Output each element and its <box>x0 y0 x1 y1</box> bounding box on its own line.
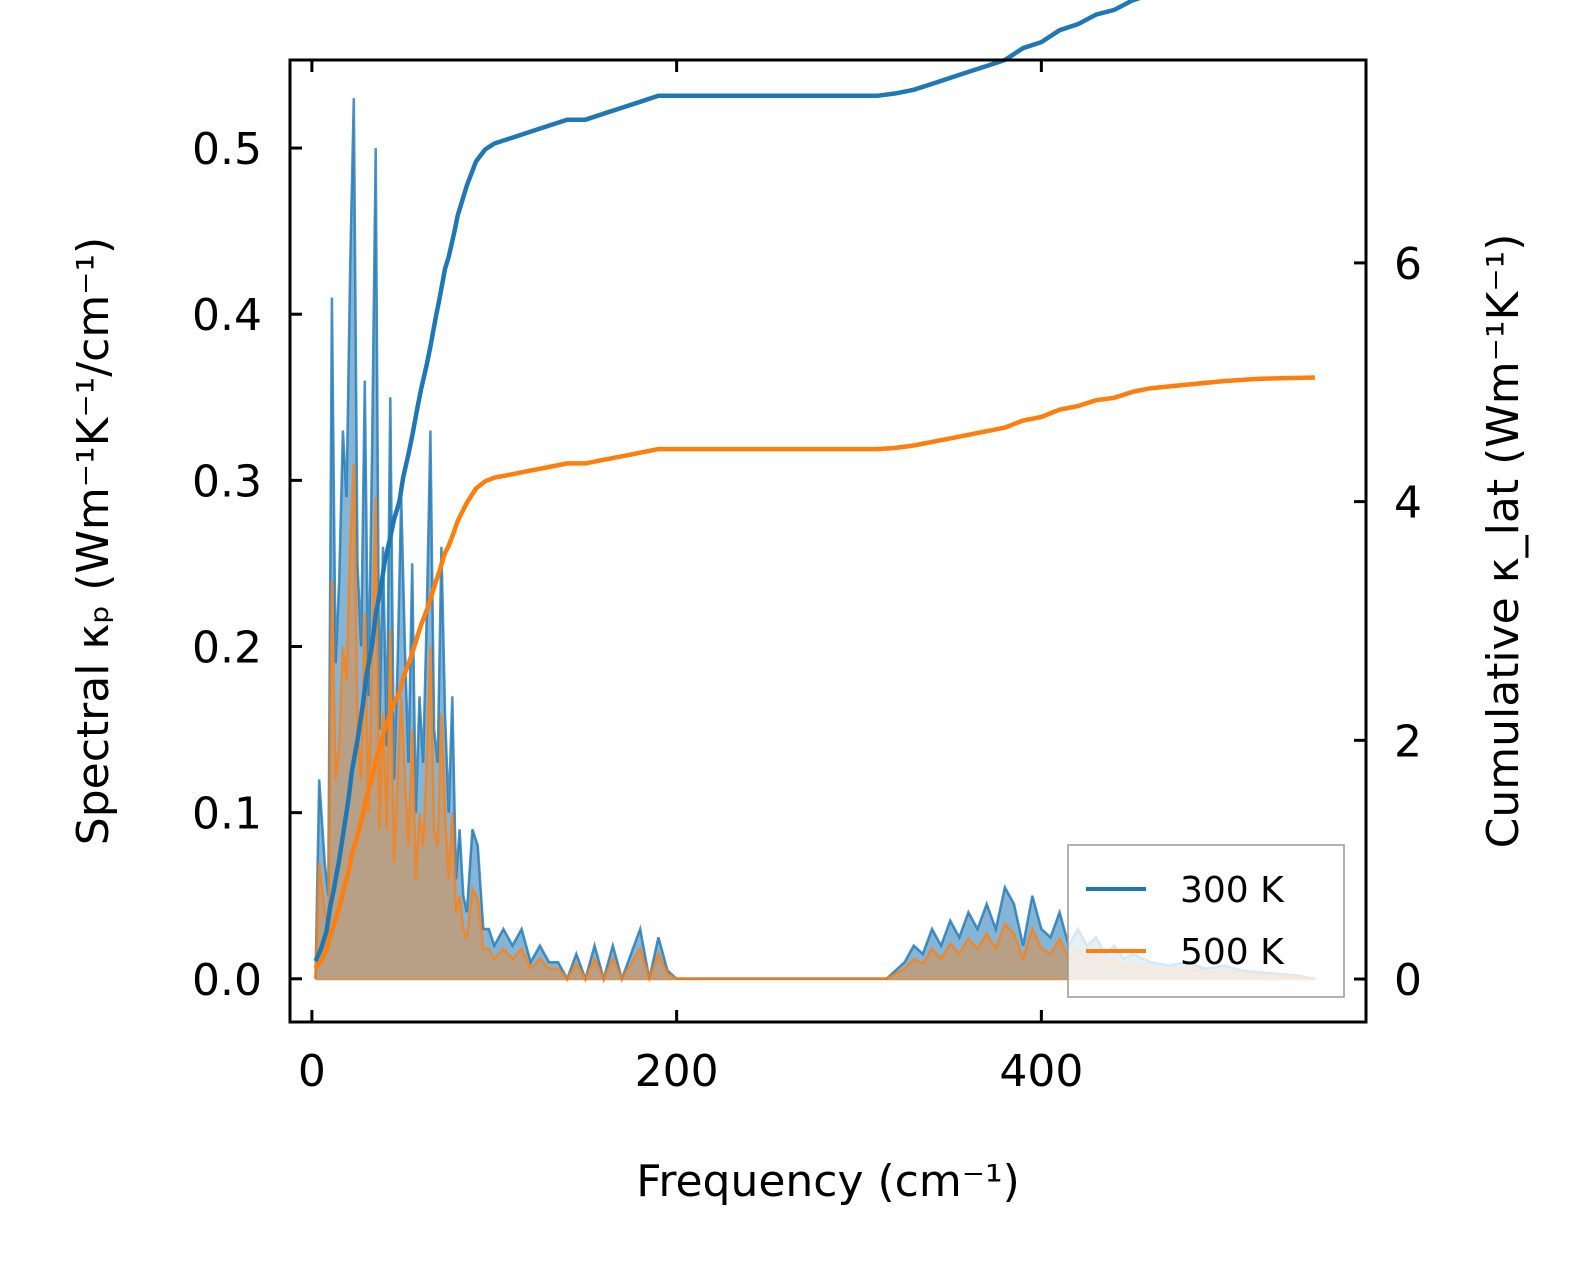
cumulative-line-500k <box>313 375 1315 970</box>
left-tick-label: 0.0 <box>192 955 262 1006</box>
x-tick-label: 200 <box>635 1046 719 1097</box>
right-tick-label: 4 <box>1394 478 1422 529</box>
legend-label-500k: 500 K <box>1180 932 1285 973</box>
left-tick-label: 0.5 <box>192 124 262 175</box>
left-tick-label: 0.2 <box>192 623 262 674</box>
left-tick-label: 0.4 <box>192 290 262 341</box>
plot-frame <box>288 58 1368 1024</box>
legend-label-300k: 300 K <box>1180 870 1285 911</box>
cumulative-lines <box>313 0 1315 970</box>
left-tick-label: 0.1 <box>192 789 262 840</box>
x-tick-label: 400 <box>999 1046 1083 1097</box>
spectral-fill-500k <box>315 463 1315 979</box>
right-tick-label: 2 <box>1394 716 1422 767</box>
left-axis-label: Spectral κₚ (Wm⁻¹K⁻¹/cm⁻¹) <box>68 237 119 845</box>
right-axis-ticks: 0 2 4 6 <box>1354 239 1422 1006</box>
legend: 300 K 500 K <box>1067 844 1345 998</box>
cumulative-line-300k <box>313 0 1141 963</box>
left-axis-ticks: 0.0 0.1 0.2 0.3 0.4 0.5 <box>192 124 302 1006</box>
x-axis-ticks: 0 200 400 <box>298 60 1083 1097</box>
x-axis-label: Frequency (cm⁻¹) <box>636 1156 1020 1207</box>
right-tick-label: 6 <box>1394 239 1422 290</box>
right-tick-label: 0 <box>1394 955 1422 1006</box>
left-tick-label: 0.3 <box>192 456 262 507</box>
right-axis-label: Cumulative κ_lat (Wm⁻¹K⁻¹) <box>1478 234 1529 849</box>
legend-box <box>1067 844 1345 998</box>
x-tick-label: 0 <box>298 1046 326 1097</box>
